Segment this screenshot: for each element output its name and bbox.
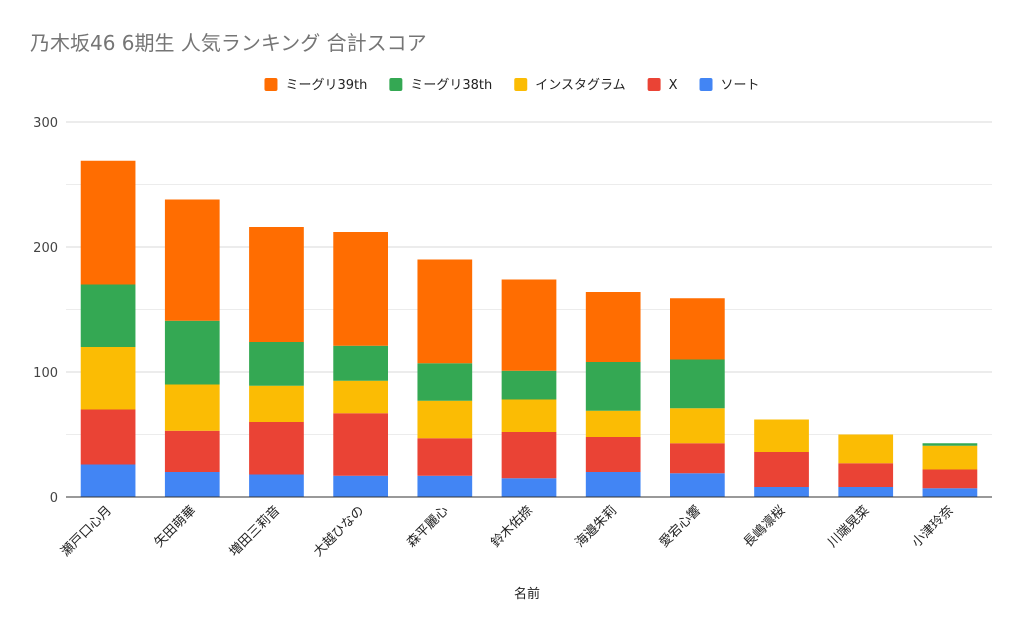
- legend-item[interactable]: ソート: [699, 78, 760, 93]
- bar-stack[interactable]: [417, 259, 473, 498]
- bar-segment[interactable]: [249, 474, 304, 498]
- bar-segment[interactable]: [333, 232, 388, 346]
- bar-stack[interactable]: [754, 419, 809, 498]
- bars: [80, 160, 978, 498]
- x-tick-label: 大越ひなの: [311, 503, 368, 560]
- x-tick-label: 長嶋凛桜: [740, 503, 788, 551]
- legend-item[interactable]: ミーグリ38th: [389, 78, 492, 93]
- bar-stack[interactable]: [838, 434, 894, 498]
- bar-segment[interactable]: [922, 469, 978, 489]
- y-tick-label: 0: [50, 491, 58, 506]
- legend-swatch: [514, 78, 528, 91]
- bar-stack[interactable]: [922, 443, 978, 497]
- bar-segment[interactable]: [754, 419, 809, 453]
- legend-swatch: [389, 78, 403, 91]
- bar-segment[interactable]: [417, 259, 473, 364]
- bar-segment[interactable]: [670, 408, 725, 444]
- legend-label: ソート: [721, 78, 760, 93]
- bar-stack[interactable]: [585, 292, 641, 497]
- bar-segment[interactable]: [164, 320, 220, 385]
- legend-label: インスタグラム: [535, 78, 625, 93]
- x-tick-label: 森平麗心: [404, 503, 451, 550]
- bar-segment[interactable]: [333, 345, 388, 381]
- x-axis-labels: 瀬戸口心月 矢田萌華 増田三莉音 大越ひなの 森平麗心 鈴木佑捺 海邉朱莉 愛宕心響 長嶋凛桜川…: [58, 503, 956, 560]
- bar-segment[interactable]: [333, 380, 388, 414]
- bar-segment[interactable]: [333, 413, 388, 476]
- bar-segment[interactable]: [754, 452, 809, 487]
- bar-segment[interactable]: [670, 298, 725, 360]
- y-axis-ticks: 0 100 200 300: [33, 116, 58, 506]
- x-tick-label: 小津玲奈: [909, 503, 956, 550]
- legend-label: X: [669, 78, 678, 93]
- bar-stack[interactable]: [333, 232, 388, 497]
- bar-segment[interactable]: [838, 487, 894, 497]
- bar-segment[interactable]: [922, 445, 978, 470]
- legend-label: ミーグリ38th: [410, 78, 492, 93]
- legend-item[interactable]: インスタグラム: [514, 78, 626, 93]
- y-tick-label: 300: [33, 116, 58, 131]
- bar-stack[interactable]: [670, 298, 725, 497]
- bar-segment[interactable]: [501, 370, 557, 400]
- bar-segment[interactable]: [838, 434, 894, 464]
- legend-item[interactable]: X: [647, 78, 678, 93]
- bar-segment[interactable]: [249, 342, 304, 386]
- bar-segment[interactable]: [417, 363, 473, 401]
- bar-segment[interactable]: [501, 279, 557, 371]
- bar-segment[interactable]: [838, 463, 894, 487]
- bar-segment[interactable]: [585, 362, 641, 411]
- bar-segment[interactable]: [333, 475, 388, 497]
- bar-segment[interactable]: [501, 432, 557, 479]
- bar-segment[interactable]: [585, 292, 641, 362]
- legend-swatch: [699, 78, 713, 91]
- bar-segment[interactable]: [501, 399, 557, 433]
- bar-segment[interactable]: [80, 347, 136, 410]
- legend-swatch: [647, 78, 661, 91]
- bar-segment[interactable]: [80, 464, 136, 498]
- x-tick-label: 海邉朱莉: [573, 503, 620, 550]
- bar-segment[interactable]: [754, 487, 809, 497]
- x-tick-label: 川端晃菜: [825, 503, 872, 550]
- bar-segment[interactable]: [417, 400, 473, 439]
- y-tick-label: 100: [33, 366, 58, 381]
- bar-stack[interactable]: [501, 279, 557, 498]
- chart-title: 乃木坂46 6期生 人気ランキング 合計スコア: [30, 31, 427, 55]
- x-tick-label: 矢田萌華: [152, 503, 199, 550]
- bar-stack[interactable]: [164, 199, 220, 498]
- x-tick-label: 鈴木佑捺: [488, 503, 535, 550]
- bar-segment[interactable]: [164, 199, 220, 321]
- legend-swatch: [264, 78, 278, 91]
- bar-segment[interactable]: [80, 284, 136, 348]
- bar-segment[interactable]: [164, 472, 220, 497]
- bar-segment[interactable]: [922, 488, 978, 497]
- bar-segment[interactable]: [585, 437, 641, 472]
- bar-segment[interactable]: [80, 409, 136, 465]
- x-tick-label: 愛宕心響: [656, 503, 704, 551]
- bar-segment[interactable]: [417, 438, 473, 476]
- bar-segment[interactable]: [164, 384, 220, 431]
- bar-stack[interactable]: [80, 160, 136, 498]
- x-axis-title: 名前: [514, 586, 540, 602]
- bar-segment[interactable]: [249, 227, 304, 342]
- legend-label: ミーグリ39th: [285, 78, 367, 93]
- bar-segment[interactable]: [80, 160, 136, 285]
- y-tick-label: 200: [33, 241, 58, 256]
- bar-segment[interactable]: [164, 430, 220, 472]
- bar-segment[interactable]: [585, 410, 641, 437]
- bar-segment[interactable]: [249, 385, 304, 422]
- bar-segment[interactable]: [417, 475, 473, 497]
- bar-segment[interactable]: [249, 422, 304, 475]
- legend: ミーグリ39th ミーグリ38th インスタグラム X ソート: [264, 78, 760, 93]
- x-tick-label: 瀬戸口心月: [58, 503, 115, 560]
- x-tick-label: 増田三莉音: [226, 503, 283, 560]
- bar-stack[interactable]: [249, 227, 304, 497]
- legend-item[interactable]: ミーグリ39th: [264, 78, 367, 93]
- bar-segment[interactable]: [670, 473, 725, 497]
- bar-segment[interactable]: [670, 443, 725, 474]
- bar-segment[interactable]: [501, 478, 557, 497]
- bar-segment[interactable]: [585, 472, 641, 497]
- bar-segment[interactable]: [670, 359, 725, 409]
- bar-segment[interactable]: [922, 443, 978, 446]
